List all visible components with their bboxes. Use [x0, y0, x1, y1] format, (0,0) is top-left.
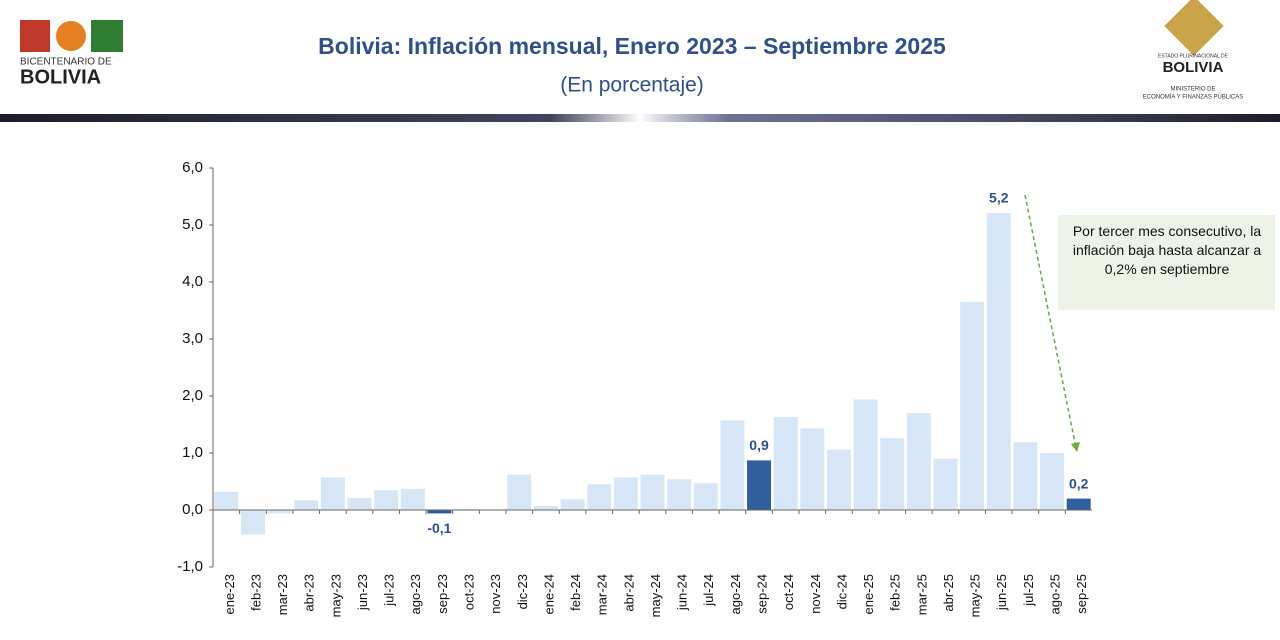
- bar: [800, 428, 825, 510]
- bar: [693, 483, 718, 510]
- logo-text: BOLIVIA: [1163, 59, 1224, 76]
- bar: [374, 490, 399, 510]
- annotation-wrap: Por tercer mes consecutivo, la inflación…: [1072, 223, 1262, 277]
- subtitle: (En porcentaje): [560, 74, 704, 97]
- bar: [560, 499, 585, 510]
- right-logo: ESTADO PLURINACIONAL DE BOLIVIA MINISTER…: [1143, 0, 1243, 101]
- bar: [320, 477, 345, 510]
- bar: [747, 460, 772, 510]
- bar: [826, 449, 851, 510]
- value-label: 5,2: [989, 190, 1009, 206]
- bar: [773, 417, 798, 510]
- x-tick-label: oct-24: [781, 574, 796, 610]
- emblem: [1164, 0, 1224, 56]
- bar: [267, 510, 292, 514]
- x-tick-label: jun-25: [994, 574, 1009, 611]
- bar: [1066, 498, 1091, 510]
- logo-text: ESTADO PLURINACIONAL DE: [1158, 53, 1229, 59]
- x-tick-label: feb-24: [568, 574, 583, 611]
- bar: [667, 479, 692, 510]
- x-tick-label: ene-23: [222, 574, 237, 614]
- x-tick-label: oct-23: [461, 574, 476, 610]
- bar: [454, 508, 479, 510]
- x-tick-label: mar-25: [914, 574, 929, 615]
- bar: [587, 484, 612, 510]
- header-band: [0, 114, 1280, 122]
- value-label: 0,2: [1069, 475, 1089, 491]
- y-tick-label: 4,0: [182, 273, 203, 290]
- bar: [294, 500, 319, 510]
- x-tick-label: mar-24: [595, 574, 610, 615]
- x-tick-label: abr-25: [941, 574, 956, 612]
- x-tick-label: sep-24: [754, 574, 769, 614]
- logo-text: ECONOMÍA Y FINANZAS PÚBLICAS: [1143, 94, 1243, 101]
- x-tick-label: jun-24: [675, 574, 690, 611]
- y-tick-label: 1,0: [182, 444, 203, 461]
- left-logo: BICENTENARIO DE BOLIVIA: [20, 20, 123, 88]
- bar: [240, 510, 265, 535]
- x-tick-label: may-25: [968, 574, 983, 617]
- value-label: 0,9: [749, 437, 769, 453]
- x-tick-label: feb-23: [248, 574, 263, 611]
- annotation-arrow: [1024, 194, 1077, 449]
- x-tick-label: ago-25: [1047, 574, 1062, 614]
- x-tick-label: nov-24: [808, 574, 823, 614]
- x-tick-label: mar-23: [275, 574, 290, 615]
- x-tick-label: may-23: [328, 574, 343, 617]
- x-tick-label: sep-23: [435, 574, 450, 614]
- bar: [1013, 442, 1038, 510]
- bar: [507, 474, 532, 510]
- title: Bolivia: Inflación mensual, Enero 2023 –…: [318, 33, 946, 59]
- x-tick-label: ago-23: [408, 574, 423, 614]
- x-tick-label: sep-25: [1074, 574, 1089, 614]
- x-tick-label: jul-25: [1021, 574, 1036, 607]
- x-tick-label: jun-23: [355, 574, 370, 611]
- y-tick-label: 5,0: [182, 216, 203, 233]
- bar: [853, 399, 878, 510]
- annotation: Por tercer mes consecutivo, la inflación…: [1072, 223, 1262, 277]
- bar: [640, 474, 665, 510]
- bar: [214, 491, 239, 510]
- logo-tile: [56, 21, 86, 51]
- value-label: -0,1: [427, 520, 451, 536]
- bar: [400, 488, 425, 510]
- bar: [347, 498, 372, 510]
- bar: [720, 420, 745, 510]
- bar: [1040, 453, 1065, 510]
- x-tick-label: dic-23: [515, 574, 530, 609]
- x-tick-label: may-24: [648, 574, 663, 617]
- y-tick-label: 2,0: [182, 387, 203, 404]
- y-tick-label: 6,0: [182, 159, 203, 176]
- x-tick-label: jul-23: [382, 574, 397, 607]
- x-tick-label: abr-23: [302, 574, 317, 612]
- x-tick-label: ene-25: [861, 574, 876, 614]
- x-tick-label: nov-23: [488, 574, 503, 614]
- logo-text: BOLIVIA: [20, 66, 101, 88]
- bar: [880, 438, 905, 510]
- bar: [906, 413, 931, 510]
- bar: [533, 506, 558, 510]
- x-tick-label: feb-25: [888, 574, 903, 611]
- y-tick-label: 0,0: [182, 501, 203, 518]
- bar: [933, 458, 958, 510]
- y-tick-label: -1,0: [177, 558, 203, 575]
- arrow-head: [1071, 442, 1080, 452]
- x-tick-label: jul-24: [701, 574, 716, 607]
- x-tick-label: dic-24: [834, 574, 849, 609]
- bar: [427, 510, 452, 514]
- logo-tile: [20, 20, 50, 52]
- logo-text: MINISTERIO DE: [1170, 87, 1215, 93]
- annotation-box: [1058, 215, 1275, 310]
- x-tick-label: abr-24: [621, 574, 636, 612]
- x-tick-label: ago-24: [728, 574, 743, 614]
- bar: [613, 477, 638, 510]
- bar: [986, 213, 1011, 510]
- logo-text: BICENTENARIO DE: [20, 57, 112, 68]
- bar: [960, 301, 985, 510]
- x-tick-label: ene-24: [541, 574, 556, 614]
- y-tick-label: 3,0: [182, 330, 203, 347]
- logo-tile: [91, 20, 123, 52]
